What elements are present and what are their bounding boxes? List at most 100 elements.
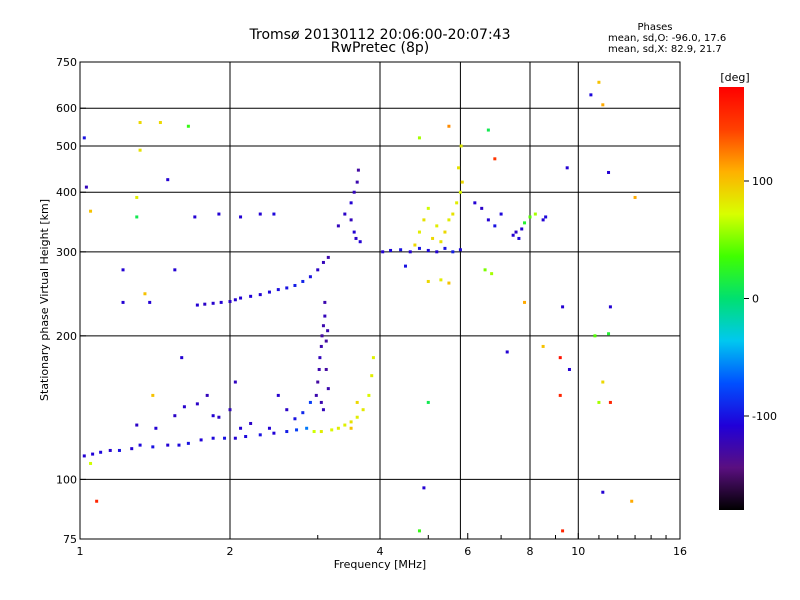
- data-point: [233, 380, 237, 384]
- data-point: [426, 400, 430, 404]
- data-point: [293, 417, 297, 421]
- data-point: [143, 292, 147, 296]
- data-point: [413, 243, 417, 247]
- data-point: [211, 414, 215, 418]
- data-point: [486, 218, 490, 222]
- data-point: [135, 195, 139, 199]
- data-point: [267, 290, 271, 294]
- data-point: [443, 246, 447, 250]
- data-point: [173, 414, 177, 418]
- data-point: [355, 415, 359, 419]
- data-point: [249, 421, 253, 425]
- x-tick-label: 16: [673, 545, 687, 558]
- data-point: [458, 248, 462, 252]
- data-point: [541, 344, 545, 348]
- data-point: [330, 428, 334, 432]
- data-point: [285, 430, 289, 434]
- data-point: [633, 195, 637, 199]
- data-point: [541, 218, 545, 222]
- data-point: [343, 423, 347, 427]
- x-tick-label: 1: [77, 545, 84, 558]
- data-point: [158, 121, 162, 125]
- data-point: [358, 240, 362, 244]
- data-point: [320, 334, 324, 338]
- data-point: [317, 367, 321, 371]
- data-point: [608, 305, 612, 309]
- data-point: [349, 201, 353, 205]
- data-point: [451, 212, 455, 216]
- y-tick-label: 300: [56, 246, 77, 259]
- data-point: [305, 426, 309, 430]
- x-tick-label: 8: [527, 545, 534, 558]
- data-point: [272, 212, 276, 216]
- x-axis-label: Frequency [MHz]: [334, 558, 426, 571]
- data-point: [370, 374, 374, 378]
- data-point: [460, 180, 464, 184]
- data-point: [308, 275, 312, 279]
- data-point: [228, 300, 232, 304]
- data-point: [186, 124, 190, 128]
- data-point: [323, 314, 327, 318]
- data-point: [276, 288, 280, 292]
- data-point: [480, 206, 484, 210]
- data-point: [493, 157, 497, 161]
- data-point: [417, 246, 421, 250]
- data-point: [138, 121, 142, 125]
- colorbar-tick-label: -100: [752, 410, 777, 423]
- data-point: [447, 218, 451, 222]
- data-point: [593, 334, 597, 338]
- y-tick-label: 750: [56, 56, 77, 69]
- data-point: [223, 436, 227, 440]
- data-point: [567, 367, 571, 371]
- colorbar: [719, 87, 744, 510]
- stats-x-mode: mean, sd,X: 82.9, 21.7: [608, 44, 722, 55]
- data-point: [154, 426, 158, 430]
- chart-title: Tromsø 20130112 20:06:00-20:07:43: [249, 27, 511, 43]
- data-point: [121, 268, 125, 272]
- data-point: [239, 426, 243, 430]
- data-point: [233, 436, 237, 440]
- data-point: [517, 236, 521, 240]
- data-point: [186, 441, 190, 445]
- data-point: [151, 393, 155, 397]
- data-point: [135, 215, 139, 219]
- data-point: [89, 461, 93, 465]
- y-axis-label: Stationary phase Virtual Height [km]: [38, 199, 51, 401]
- data-point: [285, 286, 289, 290]
- data-point: [499, 212, 503, 216]
- data-point: [138, 148, 142, 152]
- data-point: [166, 178, 170, 182]
- data-point: [295, 428, 299, 432]
- data-point: [458, 190, 462, 194]
- data-point: [473, 201, 477, 205]
- data-point: [417, 529, 421, 533]
- stats-o-mode: mean, sd,O: -96.0, 17.6: [608, 33, 727, 44]
- data-point: [355, 180, 359, 184]
- data-point: [493, 224, 497, 228]
- data-point: [203, 302, 207, 306]
- data-point: [326, 255, 330, 259]
- data-point: [514, 230, 518, 234]
- data-point: [561, 529, 565, 533]
- data-point: [483, 268, 487, 272]
- x-tick-label: 6: [464, 545, 471, 558]
- data-point: [219, 300, 223, 304]
- data-point: [321, 260, 325, 264]
- x-tick-label: 2: [227, 545, 234, 558]
- colorbar-label: [deg]: [720, 71, 749, 84]
- x-tick-label: 4: [377, 545, 384, 558]
- data-point: [558, 356, 562, 360]
- data-point: [459, 144, 463, 148]
- data-point: [95, 499, 99, 503]
- data-point: [319, 430, 323, 434]
- data-point: [82, 136, 86, 140]
- data-point: [91, 452, 95, 456]
- data-point: [180, 356, 184, 360]
- data-point: [601, 380, 605, 384]
- data-point: [528, 215, 532, 219]
- data-point: [324, 339, 328, 343]
- data-point: [326, 329, 330, 333]
- data-point: [308, 400, 312, 404]
- data-point: [354, 236, 358, 240]
- colorbar-tick-label: 100: [752, 175, 773, 188]
